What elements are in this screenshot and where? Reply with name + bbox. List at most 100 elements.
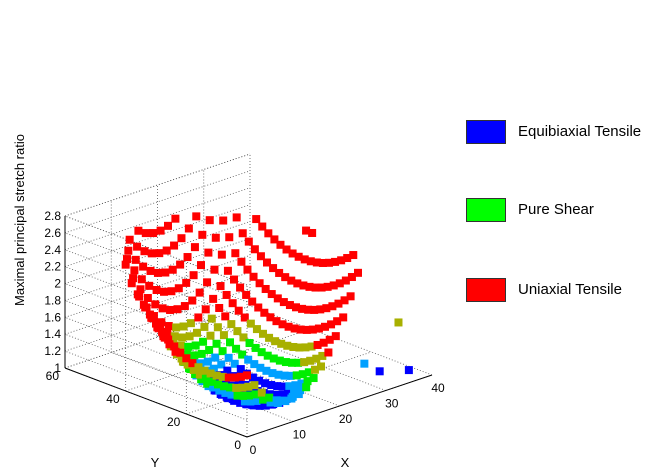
- data-point: [170, 241, 179, 250]
- data-point: [153, 268, 162, 277]
- data-point: [206, 331, 215, 340]
- data-point: [248, 297, 257, 306]
- data-point: [143, 294, 152, 303]
- y-axis-line: [64, 367, 248, 438]
- data-point: [225, 233, 234, 242]
- data-point: [244, 382, 253, 391]
- data-point: [331, 332, 340, 341]
- data-point: [223, 366, 232, 375]
- data-point: [354, 268, 362, 277]
- data-point: [343, 254, 352, 263]
- data-point: [245, 391, 254, 400]
- data-point: [307, 342, 316, 351]
- data-point: [211, 353, 220, 362]
- data-point: [184, 224, 193, 233]
- data-point: [281, 358, 290, 367]
- data-point: [252, 215, 261, 224]
- data-point: [158, 327, 167, 336]
- data-point: [137, 275, 146, 284]
- data-point: [136, 285, 145, 294]
- data-point: [133, 242, 142, 251]
- data-point: [177, 354, 186, 363]
- data-point: [270, 235, 279, 244]
- data-point: [236, 283, 245, 292]
- legend-swatch-blue: [466, 120, 506, 144]
- x-tick-label: 20: [339, 412, 353, 426]
- data-point: [145, 281, 154, 290]
- data-point: [277, 390, 286, 399]
- data-point: [282, 245, 291, 254]
- y-axis-label: Y: [151, 455, 160, 470]
- data-point: [131, 255, 140, 264]
- data-point: [267, 381, 276, 390]
- data-point: [219, 331, 228, 340]
- grid-line: [64, 170, 251, 234]
- data-point: [123, 255, 131, 264]
- x-tick-label: 40: [431, 381, 445, 395]
- y-tick-label: 20: [167, 415, 181, 429]
- data-point: [294, 390, 303, 399]
- grid-line: [125, 328, 311, 392]
- legend-swatch-red: [466, 278, 506, 302]
- data-point: [250, 245, 259, 254]
- data-point: [256, 363, 265, 372]
- data-point: [316, 305, 325, 314]
- data-point: [201, 305, 210, 314]
- data-point: [139, 262, 148, 271]
- data-point: [251, 390, 260, 399]
- data-point: [167, 287, 176, 296]
- data-point: [325, 258, 333, 267]
- data-point: [299, 281, 308, 290]
- legend-label: Uniaxial Tensile: [518, 281, 622, 298]
- data-point: [228, 395, 237, 404]
- data-point: [178, 333, 187, 342]
- data-point: [218, 347, 227, 356]
- data-point: [292, 371, 301, 380]
- data-point: [171, 214, 180, 223]
- z-tick-label: 2.8: [44, 209, 61, 223]
- data-point: [280, 371, 289, 380]
- grid-line: [64, 266, 248, 337]
- data-point: [220, 382, 229, 391]
- data-point: [236, 372, 245, 381]
- data-point: [309, 374, 318, 383]
- data-point: [274, 370, 283, 379]
- data-point: [168, 265, 177, 274]
- data-point: [304, 368, 313, 377]
- data-point: [324, 348, 333, 357]
- data-point: [215, 303, 224, 312]
- data-point: [160, 287, 168, 296]
- x-axis-line: [246, 374, 433, 438]
- data-point: [125, 235, 134, 244]
- data-point: [294, 252, 303, 261]
- data-point: [249, 272, 258, 281]
- data-point: [203, 379, 212, 388]
- data-point: [190, 351, 199, 360]
- data-point: [285, 382, 294, 391]
- data-point: [404, 366, 413, 375]
- data-point: [158, 304, 167, 313]
- grid-line: [64, 350, 248, 421]
- data-point: [346, 292, 355, 301]
- data-point: [285, 301, 294, 310]
- data-point: [159, 332, 168, 341]
- data-point: [280, 396, 288, 405]
- grid-line: [64, 187, 251, 251]
- data-point: [209, 383, 218, 392]
- data-point: [214, 380, 222, 389]
- data-point: [238, 350, 247, 359]
- data-point: [183, 253, 192, 262]
- data-points: [121, 212, 413, 410]
- data-point: [127, 279, 136, 288]
- data-point: [278, 320, 287, 329]
- data-point: [266, 398, 275, 407]
- data-point: [243, 265, 252, 274]
- z-tick-label: 1: [54, 361, 61, 375]
- data-point: [176, 341, 185, 350]
- data-point: [226, 383, 235, 392]
- data-point: [272, 396, 281, 405]
- data-point: [257, 388, 266, 397]
- data-point: [294, 358, 303, 367]
- data-point: [200, 322, 209, 331]
